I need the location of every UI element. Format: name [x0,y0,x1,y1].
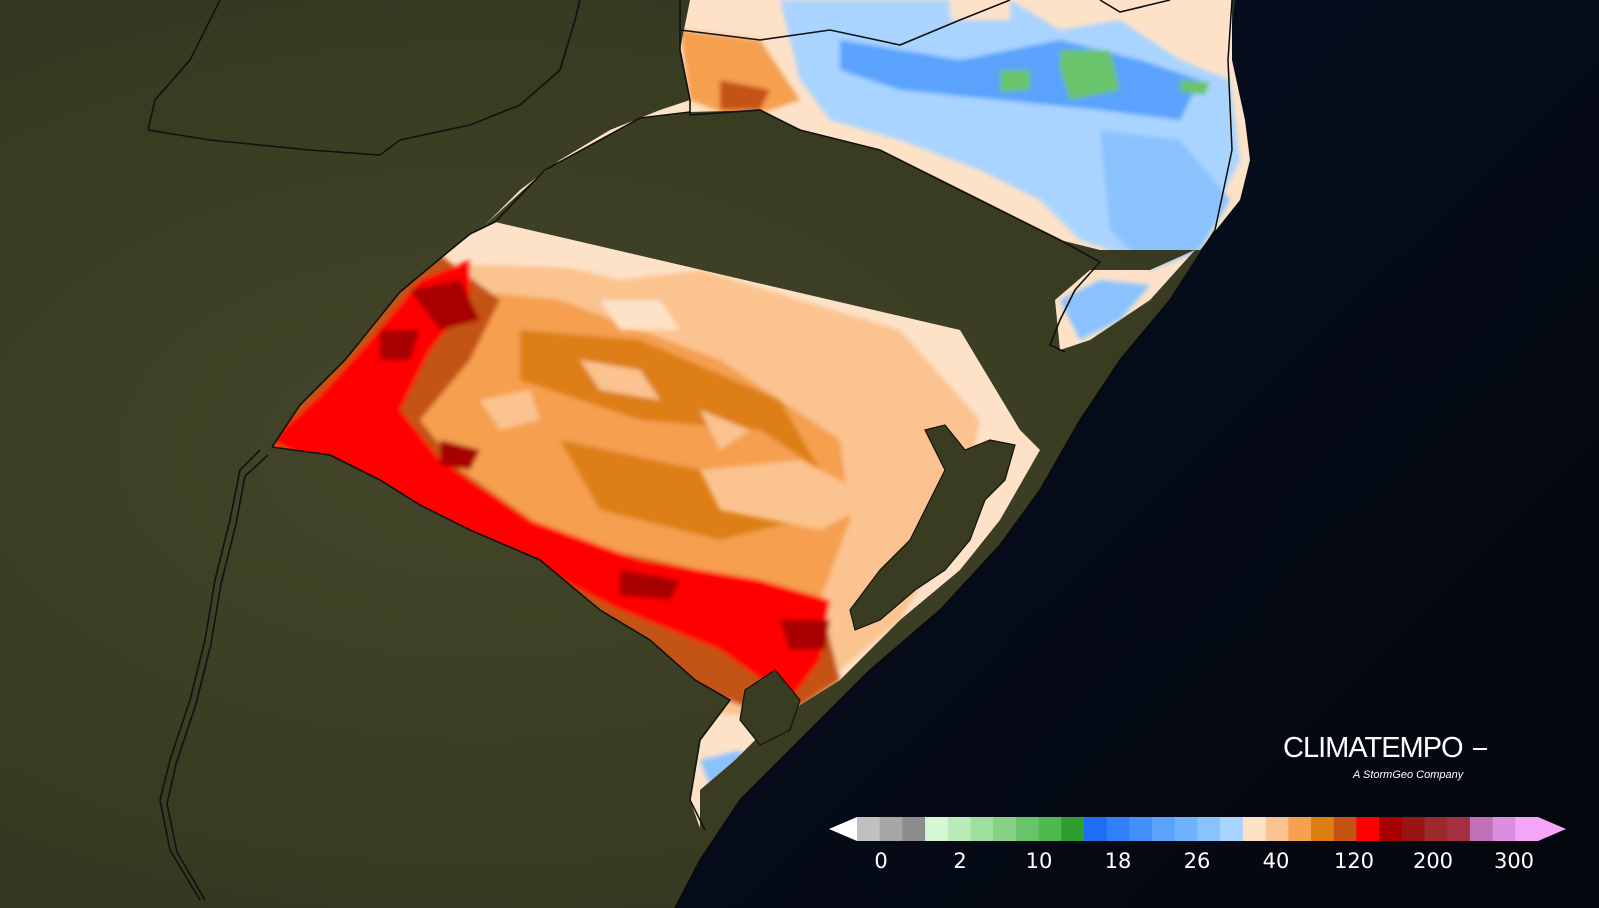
colorbar-segment [1311,817,1335,841]
colorbar-segment [993,817,1017,841]
colorbar-tick-label: 2 [953,849,967,873]
colorbar-segment [1152,817,1176,841]
colorbar-segment [925,817,949,841]
colorbar-segment [879,817,903,841]
colorbar-segment [1288,817,1312,841]
colorbar-segment [1265,817,1289,841]
colorbar-segment [1356,817,1380,841]
colorbar-segment [1492,817,1516,841]
colorbar-segment [1469,817,1494,841]
colorbar-segment [1129,817,1153,841]
colorbar-segment [1515,817,1539,841]
colorbar-segment [1197,817,1221,841]
colorbar-segment [1242,817,1267,841]
brand-name: CLIMATEMPO [1283,732,1464,764]
colorbar-tick-label: 40 [1262,849,1290,873]
colorbar-tick-label: 10 [1025,849,1053,873]
colorbar-segment [1424,817,1448,841]
colorbar-segment [1174,817,1199,841]
colorbar-segment [1379,817,1403,841]
colorbar-segment [970,817,994,841]
colorbar-tick-label: 0 [874,849,888,873]
colorbar-svg [829,817,1566,841]
colorbar-high-extend [1538,817,1566,841]
logo-mark-line [1473,748,1487,750]
colorbar-segment [1220,817,1244,841]
colorbar-segment [1061,817,1085,841]
brand-tagline: A StormGeo Company [1353,769,1464,781]
climatempo-logo: CLIMATEMPO A StormGeo Company [1283,732,1503,792]
colorbar-tick-label: 300 [1493,849,1535,873]
colorbar-segment [902,817,926,841]
colorbar-tick-label: 26 [1183,849,1211,873]
colorbar-segment [1038,817,1062,841]
colorbar-segment [1333,817,1357,841]
colorbar-segment [1106,817,1130,841]
colorbar-segment [1401,817,1426,841]
colorbar-tick-label: 18 [1104,849,1132,873]
colorbar-segment [1015,817,1040,841]
colorbar-segment [947,817,972,841]
colorbar-low-extend [829,817,857,841]
colorbar-segment [1084,817,1108,841]
colorbar-tick-label: 200 [1412,849,1454,873]
colorbar-tick-label: 120 [1333,849,1375,873]
colorbar-segment [857,817,881,841]
colorbar-segment [1447,817,1471,841]
precipitation-colorbar [829,815,1566,843]
